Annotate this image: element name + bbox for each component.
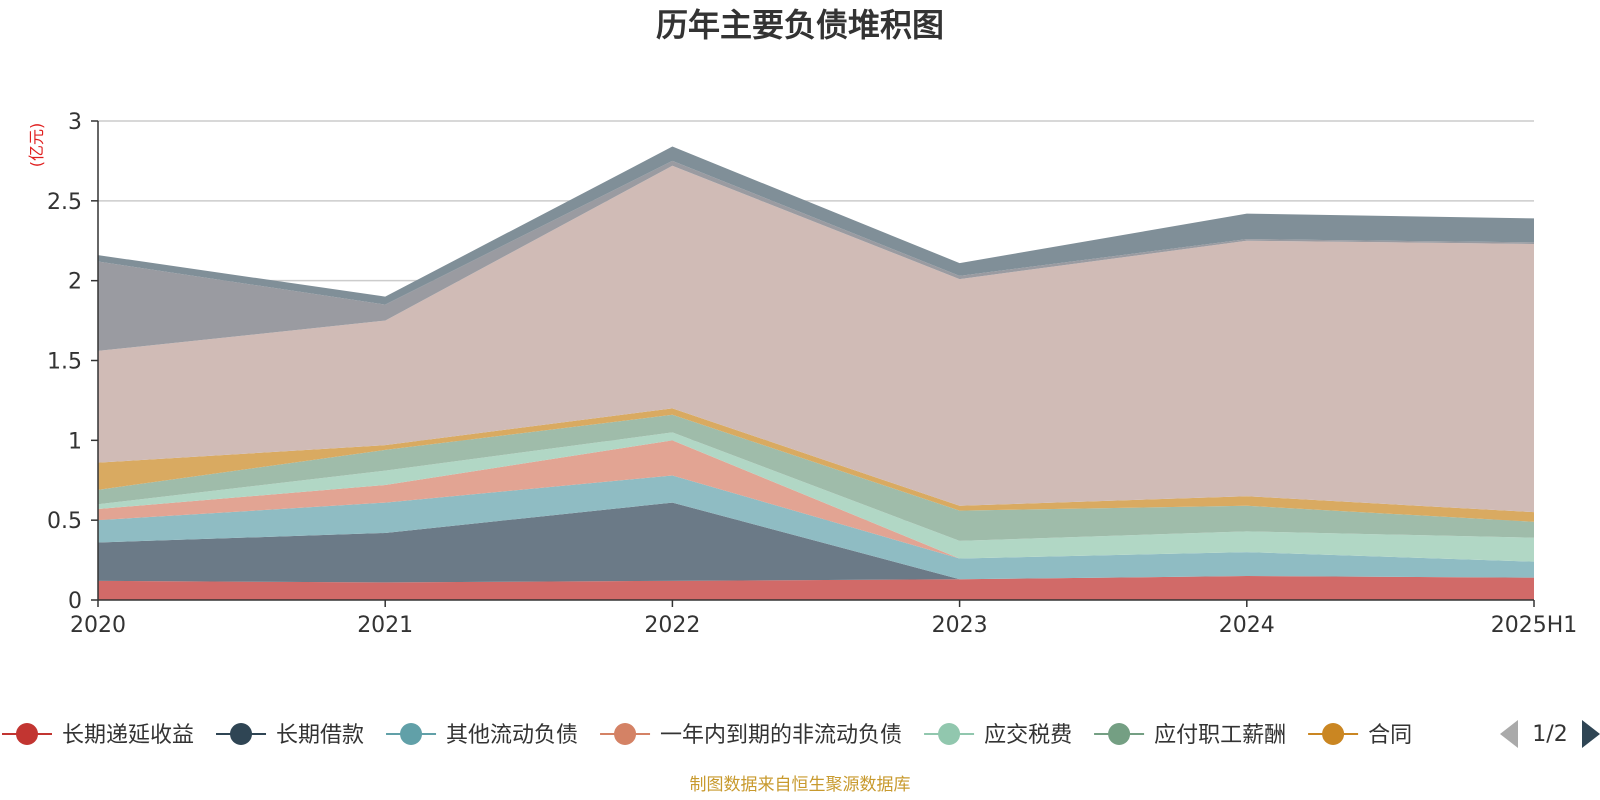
axes: 0 0.5 1 1.5 2 2.5 3 2020 2021 2022 2023 2024 2025H1	[47, 110, 1577, 638]
legend-marker-icon	[230, 723, 253, 745]
legend-next-arrow-icon[interactable]	[1582, 720, 1600, 748]
x-tick-label: 2021	[357, 613, 413, 638]
legend-marker-icon	[1322, 723, 1345, 745]
y-unit-label: (亿元)	[27, 123, 46, 168]
x-tick-label: 2023	[932, 613, 988, 638]
legend-item-长期递延收益[interactable]: 长期递延收益	[2, 723, 194, 748]
legend-marker-icon	[1108, 723, 1131, 745]
area-应付职工薪酬	[98, 414, 1534, 541]
y-tick-label: 3	[68, 110, 82, 135]
legend-item-应付职工薪酬[interactable]: 应付职工薪酬	[1094, 723, 1286, 748]
legend-item-应交税费[interactable]: 应交税费	[924, 723, 1072, 748]
area-长期借款	[98, 502, 1534, 583]
x-tick-label: 2025H1	[1491, 613, 1578, 638]
y-tick-label: 0.5	[47, 509, 82, 534]
x-tick-label: 2024	[1219, 613, 1275, 638]
area-series-9	[98, 160, 1534, 351]
legend-page-label: 1/2	[1532, 722, 1567, 747]
y-tick-label: 2.5	[47, 190, 82, 215]
legend-label: 其他流动负债	[446, 723, 578, 748]
legend-marker-icon	[938, 723, 961, 745]
legend-label: 合同	[1368, 723, 1412, 748]
legend-marker-icon	[400, 723, 423, 745]
chart-title: 历年主要负债堆积图	[656, 6, 944, 44]
y-tick-label: 2	[68, 270, 82, 295]
x-tick-label: 2022	[644, 613, 700, 638]
area-一年内到期的非流动负债	[98, 440, 1534, 562]
legend-label: 长期借款	[276, 723, 364, 748]
source-note: 制图数据来自恒生聚源数据库	[690, 775, 911, 795]
area-应交税费	[98, 432, 1534, 562]
legend-item-长期借款[interactable]: 长期借款	[216, 723, 364, 748]
legend-label: 一年内到期的非流动负债	[660, 723, 902, 748]
area-series-10	[98, 146, 1534, 305]
area-series-group	[98, 146, 1534, 600]
legend-label: 应付职工薪酬	[1154, 723, 1286, 748]
legend: 长期递延收益 长期借款 其他流动负债 一年内到期的非流动负债 应交税费 应付职工薪酬 合同	[2, 723, 1412, 748]
area-长期递延收益	[98, 576, 1534, 600]
legend-marker-icon	[16, 723, 38, 745]
legend-label: 应交税费	[984, 723, 1072, 748]
area-其他流动负债	[98, 475, 1534, 580]
legend-marker-icon	[614, 723, 637, 745]
legend-prev-arrow-icon[interactable]	[1500, 720, 1518, 748]
legend-item-合同[interactable]: 合同	[1308, 723, 1412, 748]
area-合同	[98, 408, 1534, 522]
x-tick-label: 2020	[70, 613, 126, 638]
y-tick-label: 0	[68, 589, 82, 614]
y-tick-label: 1	[68, 429, 82, 454]
y-tick-label: 1.5	[47, 350, 82, 375]
legend-item-其他流动负债[interactable]: 其他流动负债	[386, 723, 578, 748]
legend-label: 长期递延收益	[62, 723, 194, 748]
legend-item-一年内到期的非流动负债[interactable]: 一年内到期的非流动负债	[600, 723, 902, 748]
area-series-8	[98, 165, 1534, 513]
